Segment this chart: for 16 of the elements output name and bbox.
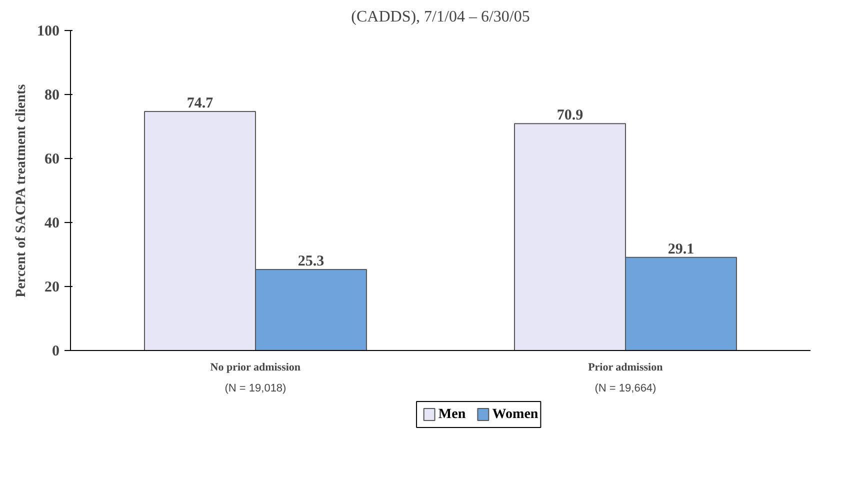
data-label: 25.3 <box>298 254 324 270</box>
y-tick-label: 80 <box>44 88 60 104</box>
data-label: 74.7 <box>186 95 214 112</box>
y-tick-label: 40 <box>44 216 60 232</box>
legend-label: Men <box>438 407 466 422</box>
y-tick-label: 0 <box>52 344 60 360</box>
data-label: 29.1 <box>668 241 694 258</box>
y-axis-title: Percent of SACPA treatment clients <box>14 84 29 298</box>
y-tick-label: 100 <box>37 24 60 40</box>
legend-label: Women <box>492 407 538 422</box>
y-tick-label: 60 <box>44 152 60 168</box>
data-label: 70.9 <box>556 108 584 124</box>
category-label: No prior admission (N = 19,018) <box>210 362 301 394</box>
chart-title: (CADDS), 7/1/04 – 6/30/05 <box>351 8 530 26</box>
y-tick-label: 20 <box>44 280 60 296</box>
category-label: Prior admission (N = 19,664) <box>588 362 663 394</box>
